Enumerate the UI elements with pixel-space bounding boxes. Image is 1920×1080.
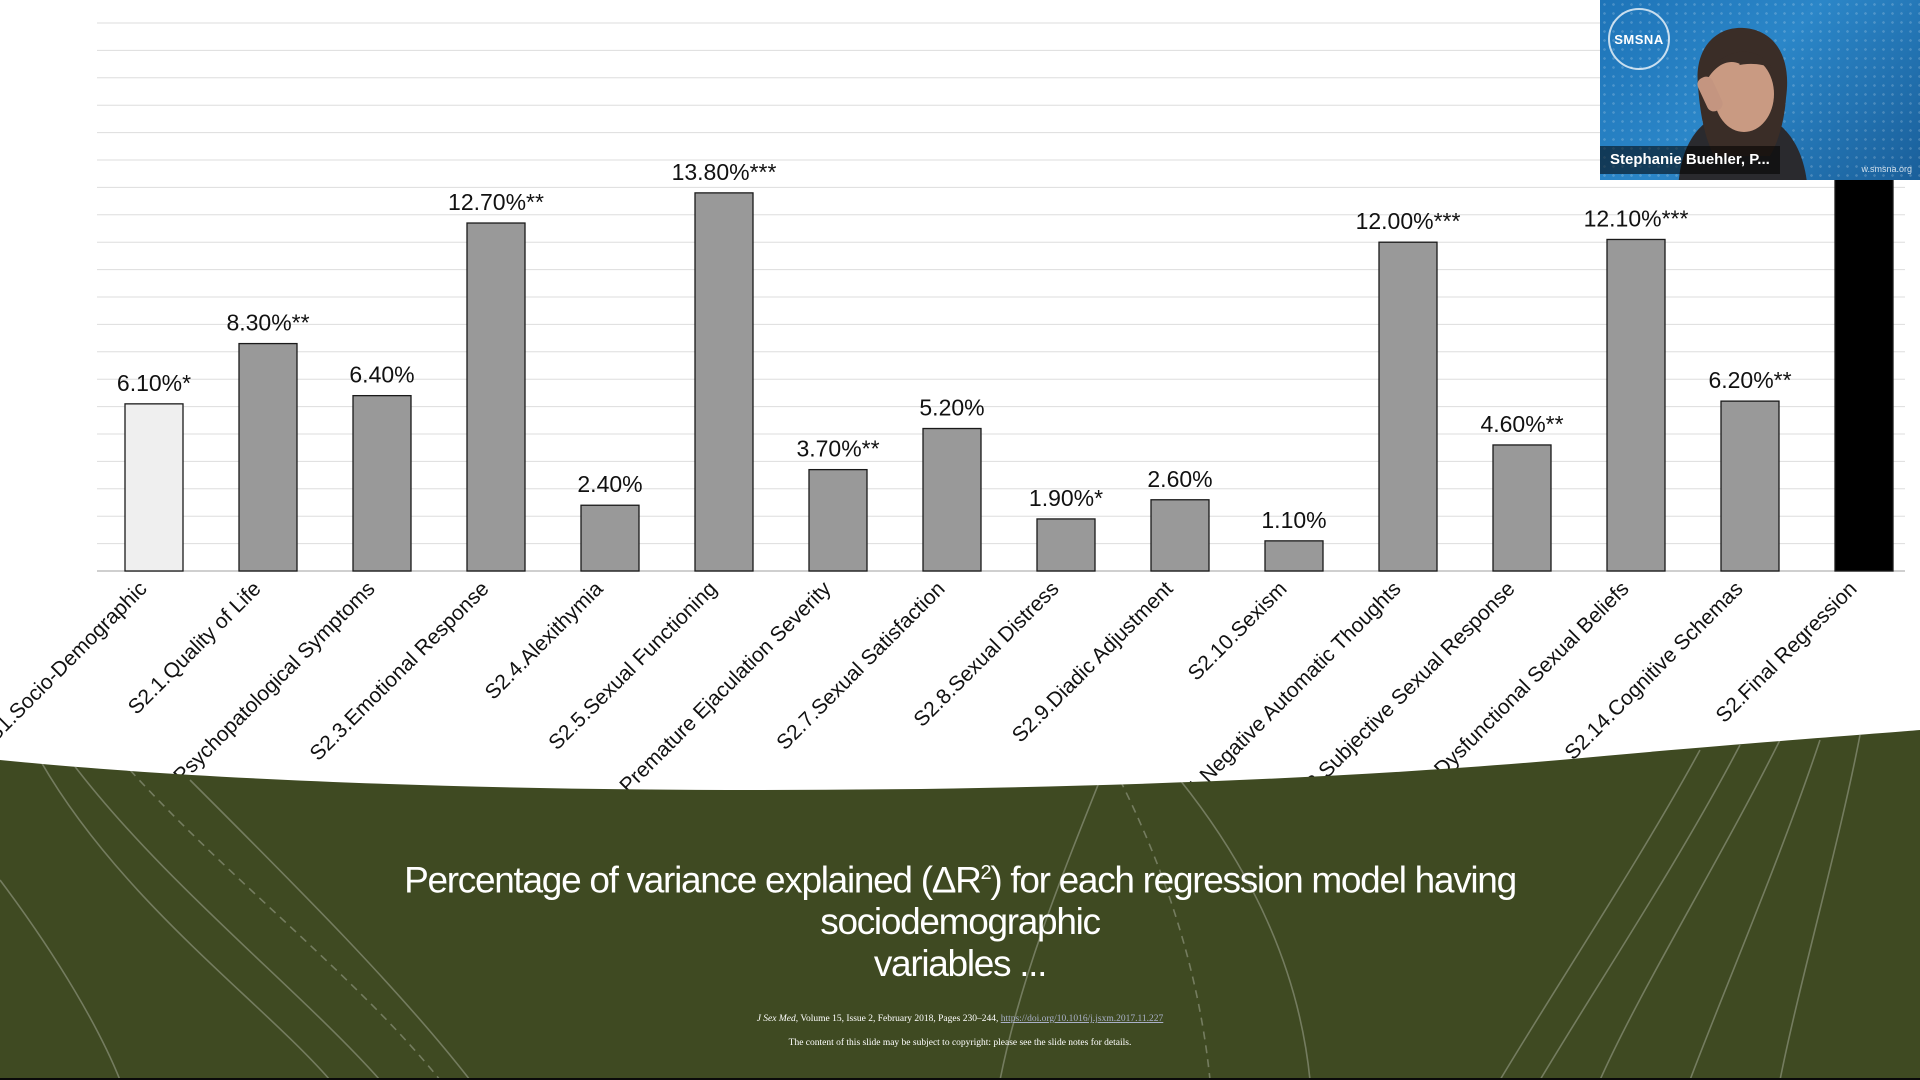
data-label: 6.40% — [349, 362, 414, 388]
x-tick-label: S2.11.Negative Automatic Thoughts — [1154, 577, 1406, 829]
bar — [1492, 444, 1552, 572]
bar — [466, 222, 526, 572]
data-label: 12.00%*** — [1356, 208, 1461, 234]
chart-data-labels: 6.10%* 8.30%** 6.40% 12.70%** 2.40% 13.80%***… — [117, 159, 1792, 533]
data-label: 4.60%** — [1480, 411, 1563, 437]
data-label: 12.10%*** — [1584, 205, 1689, 231]
data-label: 6.10%* — [117, 370, 191, 396]
caption-superscript: 2 — [980, 862, 992, 884]
citation-doi-link[interactable]: https://doi.org/10.1016/j.jsxm.2017.11.2… — [1000, 1014, 1164, 1024]
data-label: 2.60% — [1147, 466, 1212, 492]
copyright-notice: The content of this slide may be subject… — [788, 1038, 1132, 1048]
bar — [808, 468, 868, 572]
data-label: 1.90%* — [1029, 485, 1103, 511]
data-label: 2.40% — [577, 471, 642, 497]
citation: J Sex Med, Volume 15, Issue 2, February … — [560, 1014, 1360, 1024]
citation-journal: J Sex Med — [756, 1014, 796, 1024]
bar — [352, 394, 412, 572]
bar — [1264, 540, 1324, 572]
data-label: 1.10% — [1261, 507, 1326, 533]
x-tick-label: S2.13.Dysfunctional Sexual Beliefs — [1387, 577, 1634, 824]
x-tick-label: S1.Socio-Demographic — [0, 577, 152, 746]
x-tick-label: S2.4.Alexithymia — [481, 577, 608, 704]
bar — [580, 504, 640, 572]
data-label: 12.70%** — [448, 189, 544, 215]
slide-caption: Percentage of variance explained (ΔR2) f… — [260, 852, 1660, 985]
bar — [1834, 118, 1894, 572]
bar — [238, 342, 298, 572]
x-tick-label: S2.6.Premature Ejaculation Severity — [581, 577, 836, 832]
smsna-logo: SMSNA — [1608, 8, 1670, 70]
chart-bars — [124, 118, 1894, 572]
data-label: 13.80%*** — [672, 159, 777, 185]
x-tick-label: S2.2.Psychopatological Symptoms — [135, 577, 380, 822]
participant-name: Stephanie Buehler, P... — [1600, 146, 1780, 174]
bar — [1036, 518, 1096, 572]
caption-line1-suffix: ) for each regression model having socio… — [820, 859, 1517, 943]
bar — [124, 403, 184, 572]
x-tick-label: S2.10.Sexism — [1184, 577, 1292, 685]
bar — [922, 427, 982, 572]
caption-line2: variables ... — [873, 943, 1048, 985]
data-label: 8.30%** — [226, 310, 309, 336]
bar — [694, 192, 754, 572]
tile-url-text: w.smsna.org — [1861, 164, 1912, 174]
data-label: 6.20%** — [1708, 367, 1791, 393]
participant-video-tile[interactable]: SMSNA Stephanie Buehler, P... w.smsna.or… — [1600, 0, 1920, 180]
x-tick-label: S2.12.Subjective Sexual Response — [1271, 577, 1519, 825]
citation-text: , Volume 15, Issue 2, February 2018, Pag… — [795, 1014, 1001, 1024]
bar — [1150, 499, 1210, 572]
data-label: 5.20% — [919, 395, 984, 421]
bar — [1606, 238, 1666, 572]
bar — [1720, 400, 1780, 572]
data-label: 3.70%** — [796, 436, 879, 462]
caption-line1-prefix: Percentage of variance explained (ΔR — [404, 859, 982, 901]
bottom-edge-bar — [0, 1078, 1920, 1080]
bar — [1378, 241, 1438, 572]
